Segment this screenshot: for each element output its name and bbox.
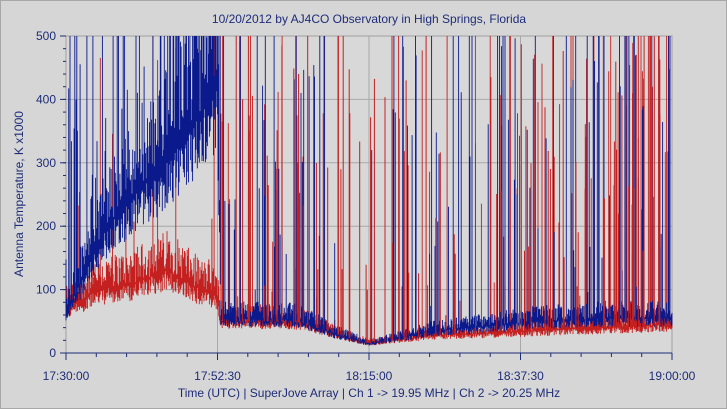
y-tick-label: 200 — [36, 219, 56, 233]
y-axis-label: Antenna Temperature, K x1000 — [12, 111, 26, 277]
series-2-overlay — [208, 36, 661, 344]
y-tick-label: 500 — [36, 29, 56, 43]
y-tick-label: 400 — [36, 92, 56, 106]
x-tick-label: 18:37:30 — [497, 369, 544, 383]
x-tick-label: 17:30:00 — [43, 369, 90, 383]
chart-title: 10/20/2012 by AJ4CO Observatory in High … — [212, 12, 526, 26]
series-layer — [65, 36, 673, 346]
x-tick-label: 19:00:00 — [649, 369, 696, 383]
series-2-spikes — [208, 36, 661, 344]
axes: 0 100 200 300 400 500 17:30:00 17:52:30 18:15:00… — [36, 29, 696, 383]
y-tick-label: 100 — [36, 283, 56, 297]
x-tick-label: 18:15:00 — [346, 369, 393, 383]
y-tick-label: 300 — [36, 156, 56, 170]
x-tick-label: 17:52:30 — [194, 369, 241, 383]
x-axis-label: Time (UTC) | SuperJove Array | Ch 1 -> 1… — [178, 386, 560, 400]
y-tick-label: 0 — [49, 346, 56, 360]
